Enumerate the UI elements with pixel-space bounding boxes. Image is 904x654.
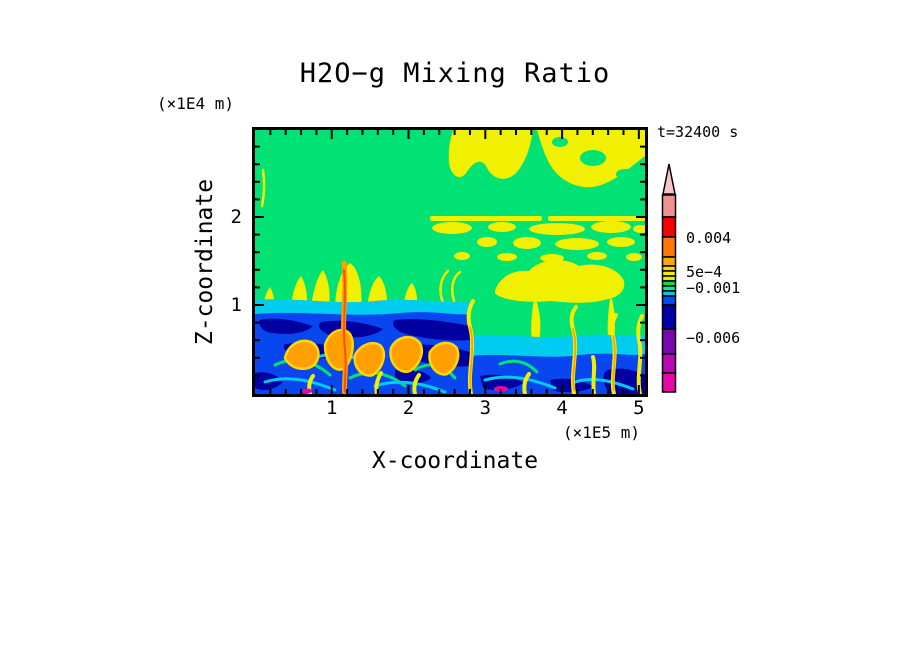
colorbar-label: 0.004 [686,229,732,247]
contour-field [255,130,645,394]
y-axis-unit-label: (×1E4 m) [157,94,235,113]
colorbar-segment [661,216,677,238]
colorbar-segment [661,328,677,355]
colorbar-segment [661,194,677,218]
x-axis-unit-label: (×1E5 m) [563,423,641,442]
colorbar-segment [661,304,677,330]
colorbar [661,163,677,393]
y-tick-label: 1 [230,294,242,316]
right-plume-streaks [307,299,644,394]
y-tick-label: 2 [230,206,242,228]
x-tick-label: 3 [479,397,492,419]
colorbar-segment [661,372,677,393]
colorbar-label: −0.001 [686,279,741,297]
y-axis-label: Z-coordinate [192,178,218,346]
chart-title: H2O−g Mixing Ratio [299,58,611,89]
x-tick-label: 5 [633,397,645,419]
colorbar-label: 5e−4 [686,263,723,281]
colorbar-segment [661,295,677,306]
time-annotation: t=32400 s [657,123,739,141]
colorbar-label: −0.006 [686,329,741,347]
colorbar-segments [661,194,677,393]
plot-area-frame [252,127,648,397]
colorbar-arrow [662,163,676,195]
x-tick-label: 4 [556,397,568,419]
tall-orange-streak [341,260,349,394]
x-axis-label: X-coordinate [371,448,539,474]
x-tick-label: 1 [326,397,338,419]
x-tick-label: 2 [402,397,415,419]
colorbar-segment [661,256,677,267]
yellow-anomaly-region [260,130,645,347]
colorbar-segment [661,236,677,258]
tick-marks [255,130,645,394]
colorbar-segment [661,353,677,374]
